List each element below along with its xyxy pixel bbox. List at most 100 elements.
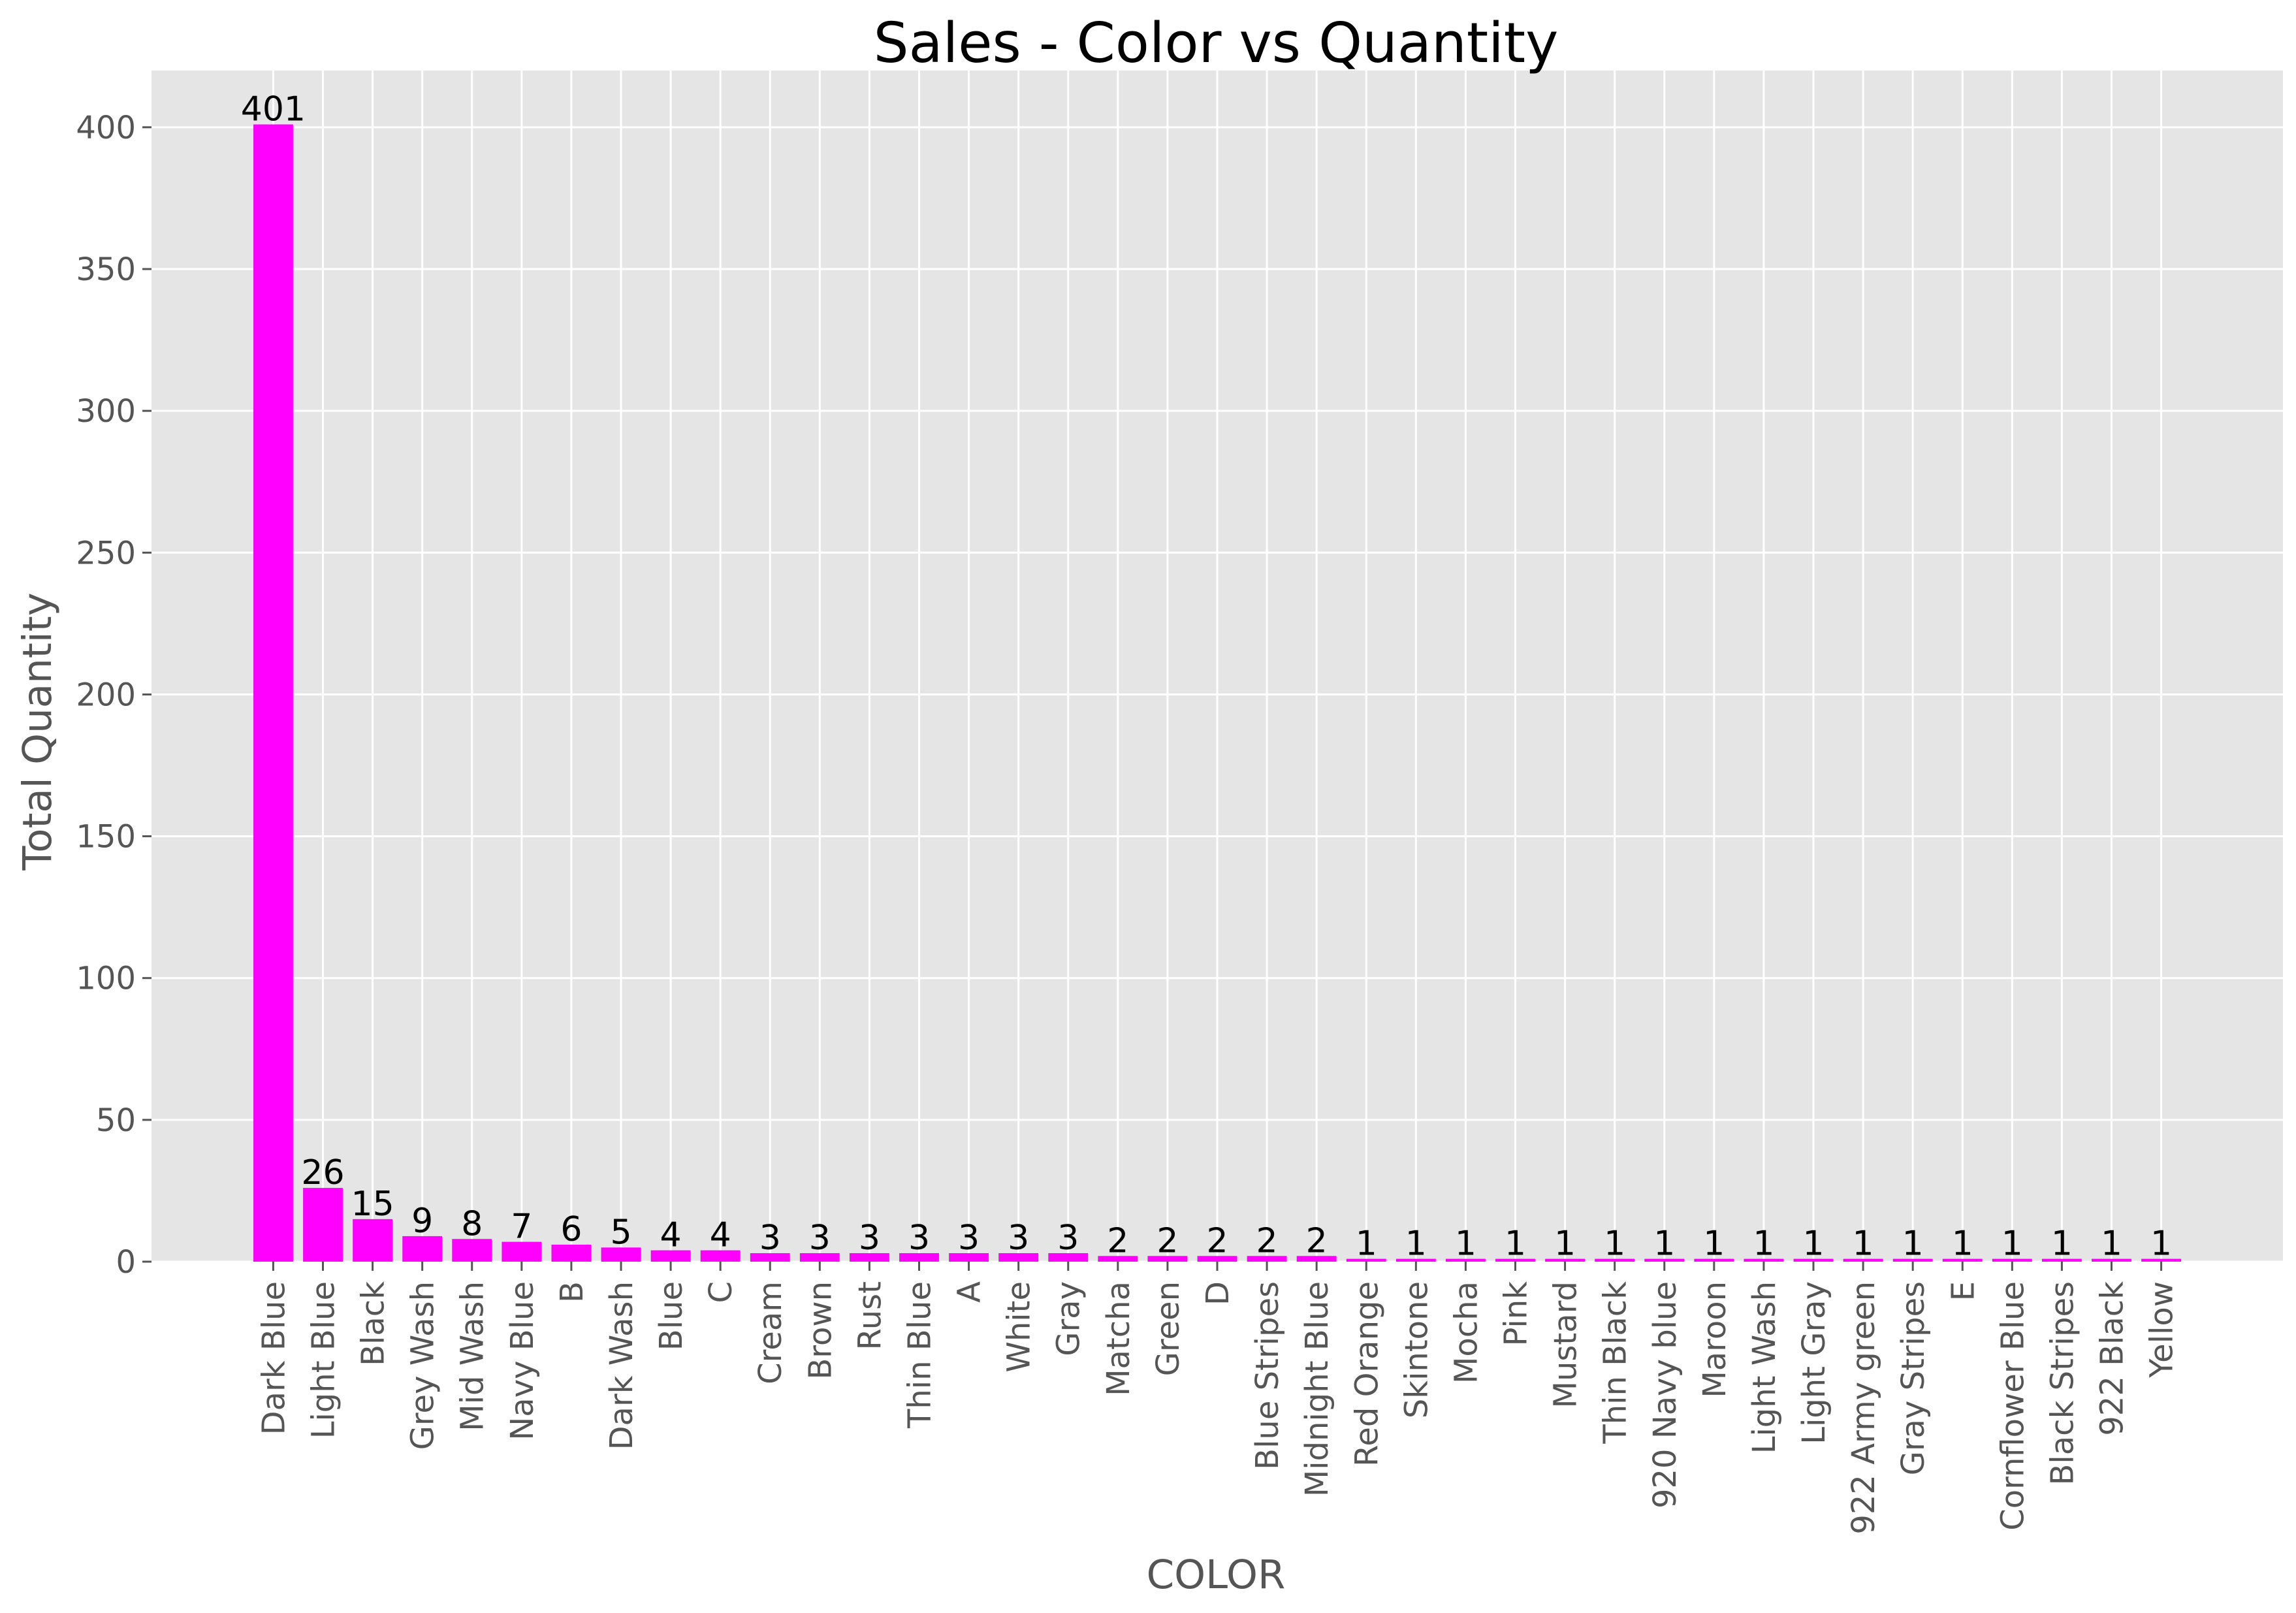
y-tick-label: 100: [76, 961, 136, 997]
x-tick-label: Red Orange: [1348, 1281, 1385, 1467]
bar-value-label: 4: [660, 1216, 682, 1255]
bar: [1346, 1258, 1386, 1262]
x-tick-label: D: [1200, 1281, 1236, 1305]
bar: [253, 124, 293, 1262]
x-tick-label: 922 Black: [2094, 1281, 2131, 1436]
bar-value-label: 1: [1952, 1224, 1973, 1264]
x-tick-label: Thin Black: [1597, 1281, 1634, 1445]
y-tick-label: 50: [96, 1102, 136, 1139]
bar: [2092, 1258, 2131, 1262]
bar: [849, 1253, 889, 1262]
bar-value-label: 5: [610, 1213, 631, 1252]
x-tick-label: Midnight Blue: [1299, 1281, 1335, 1497]
bar-value-label: 2: [1156, 1221, 1178, 1260]
bar: [1793, 1258, 1834, 1262]
bar-value-label: 401: [241, 90, 306, 129]
y-tick-label: 400: [76, 110, 136, 146]
bar: [1247, 1256, 1287, 1262]
bar: [452, 1239, 492, 1262]
y-tick-label: 250: [76, 535, 136, 571]
bar: [949, 1253, 989, 1262]
bar-value-label: 2: [1306, 1221, 1328, 1260]
bar: [1048, 1253, 1089, 1262]
x-tick-label: Black Stripes: [2044, 1281, 2081, 1486]
bar: [601, 1247, 641, 1262]
bar: [799, 1253, 840, 1262]
x-tick-label: 920 Navy blue: [1647, 1281, 1683, 1509]
x-tick-label: Light Blue: [305, 1281, 342, 1439]
bar: [899, 1253, 939, 1262]
x-tick-label: Grey Wash: [405, 1281, 441, 1450]
bar-value-label: 1: [1505, 1224, 1526, 1264]
y-axis-ticks: 0 50 100 150 200 250 300 350 400: [76, 110, 151, 1281]
x-tick-label: Cream: [752, 1281, 789, 1384]
bar: [1098, 1256, 1138, 1262]
bar-value-label: 1: [2150, 1224, 2172, 1264]
bar-value-label: 1: [1405, 1224, 1427, 1264]
x-tick-label: Light Gray: [1796, 1281, 1832, 1445]
bar: [1644, 1258, 1685, 1262]
x-tick-label: Gray: [1051, 1281, 1087, 1356]
x-axis-ticks: Dark Blue Light Blue Black Grey Wash Mid Was…: [255, 1262, 2180, 1535]
bar-value-label: 1: [1802, 1224, 1824, 1264]
bar: [402, 1236, 443, 1262]
x-tick-label: Navy Blue: [504, 1281, 541, 1441]
x-tick-label: Skintone: [1398, 1281, 1435, 1418]
bar: [1744, 1258, 1784, 1262]
bar-value-label: 1: [1604, 1224, 1625, 1264]
x-tick-label: Dark Blue: [255, 1281, 292, 1435]
bar-value-label: 4: [710, 1216, 731, 1255]
bar-value-label: 3: [759, 1219, 781, 1258]
bar: [303, 1188, 343, 1262]
chart-title: Sales - Color vs Quantity: [874, 11, 1559, 76]
bar-value-label: 3: [908, 1219, 930, 1258]
bar: [1147, 1256, 1188, 1262]
bar-value-label: 3: [1008, 1219, 1029, 1258]
bar: [998, 1253, 1039, 1262]
bar-value-label: 2: [1256, 1221, 1278, 1260]
bar: [1197, 1256, 1237, 1262]
x-tick-label: Mustard: [1548, 1281, 1584, 1408]
bar-value-label: 3: [1057, 1219, 1079, 1258]
x-tick-label: 922 Army green: [1845, 1281, 1882, 1535]
bar-value-label: 3: [859, 1219, 880, 1258]
bar: [1445, 1258, 1486, 1262]
y-tick-label: 300: [76, 393, 136, 430]
bar-value-label: 15: [351, 1185, 394, 1224]
bar-value-label: 1: [1753, 1224, 1774, 1264]
x-tick-label: Brown: [802, 1281, 838, 1380]
bar: [1595, 1258, 1635, 1262]
bar-value-label: 3: [809, 1219, 831, 1258]
x-tick-label: Blue: [653, 1281, 690, 1350]
x-tick-label: Pink: [1498, 1281, 1535, 1347]
bar-value-label: 8: [461, 1204, 483, 1243]
x-tick-label: Dark Wash: [603, 1281, 640, 1450]
bar-value-label: 1: [1703, 1224, 1725, 1264]
bars: [253, 124, 2182, 1262]
y-tick-label: 350: [76, 251, 136, 288]
bar-value-label: 1: [2051, 1224, 2073, 1264]
bar: [2041, 1258, 2082, 1262]
bar-value-label: 1: [1902, 1224, 1924, 1264]
bar: [353, 1219, 393, 1262]
bar: [1495, 1258, 1535, 1262]
x-tick-label: Gray Stripes: [1895, 1281, 1932, 1475]
bar-value-label: 1: [2101, 1224, 2122, 1264]
x-tick-label: Mocha: [1448, 1281, 1484, 1384]
bar: [1942, 1258, 1983, 1262]
bar-value-label: 1: [2001, 1224, 2023, 1264]
x-tick-label: A: [951, 1281, 988, 1303]
bar-value-label: 3: [958, 1219, 980, 1258]
x-tick-label: Thin Blue: [901, 1281, 938, 1429]
bar: [502, 1241, 542, 1262]
bar: [2141, 1258, 2182, 1262]
x-tick-label: E: [1945, 1281, 1981, 1301]
bar-value-label: 2: [1107, 1221, 1128, 1260]
bar: [1395, 1258, 1436, 1262]
bar: [1296, 1256, 1337, 1262]
bar-value-label: 1: [1653, 1224, 1675, 1264]
y-tick-label: 0: [116, 1244, 136, 1281]
